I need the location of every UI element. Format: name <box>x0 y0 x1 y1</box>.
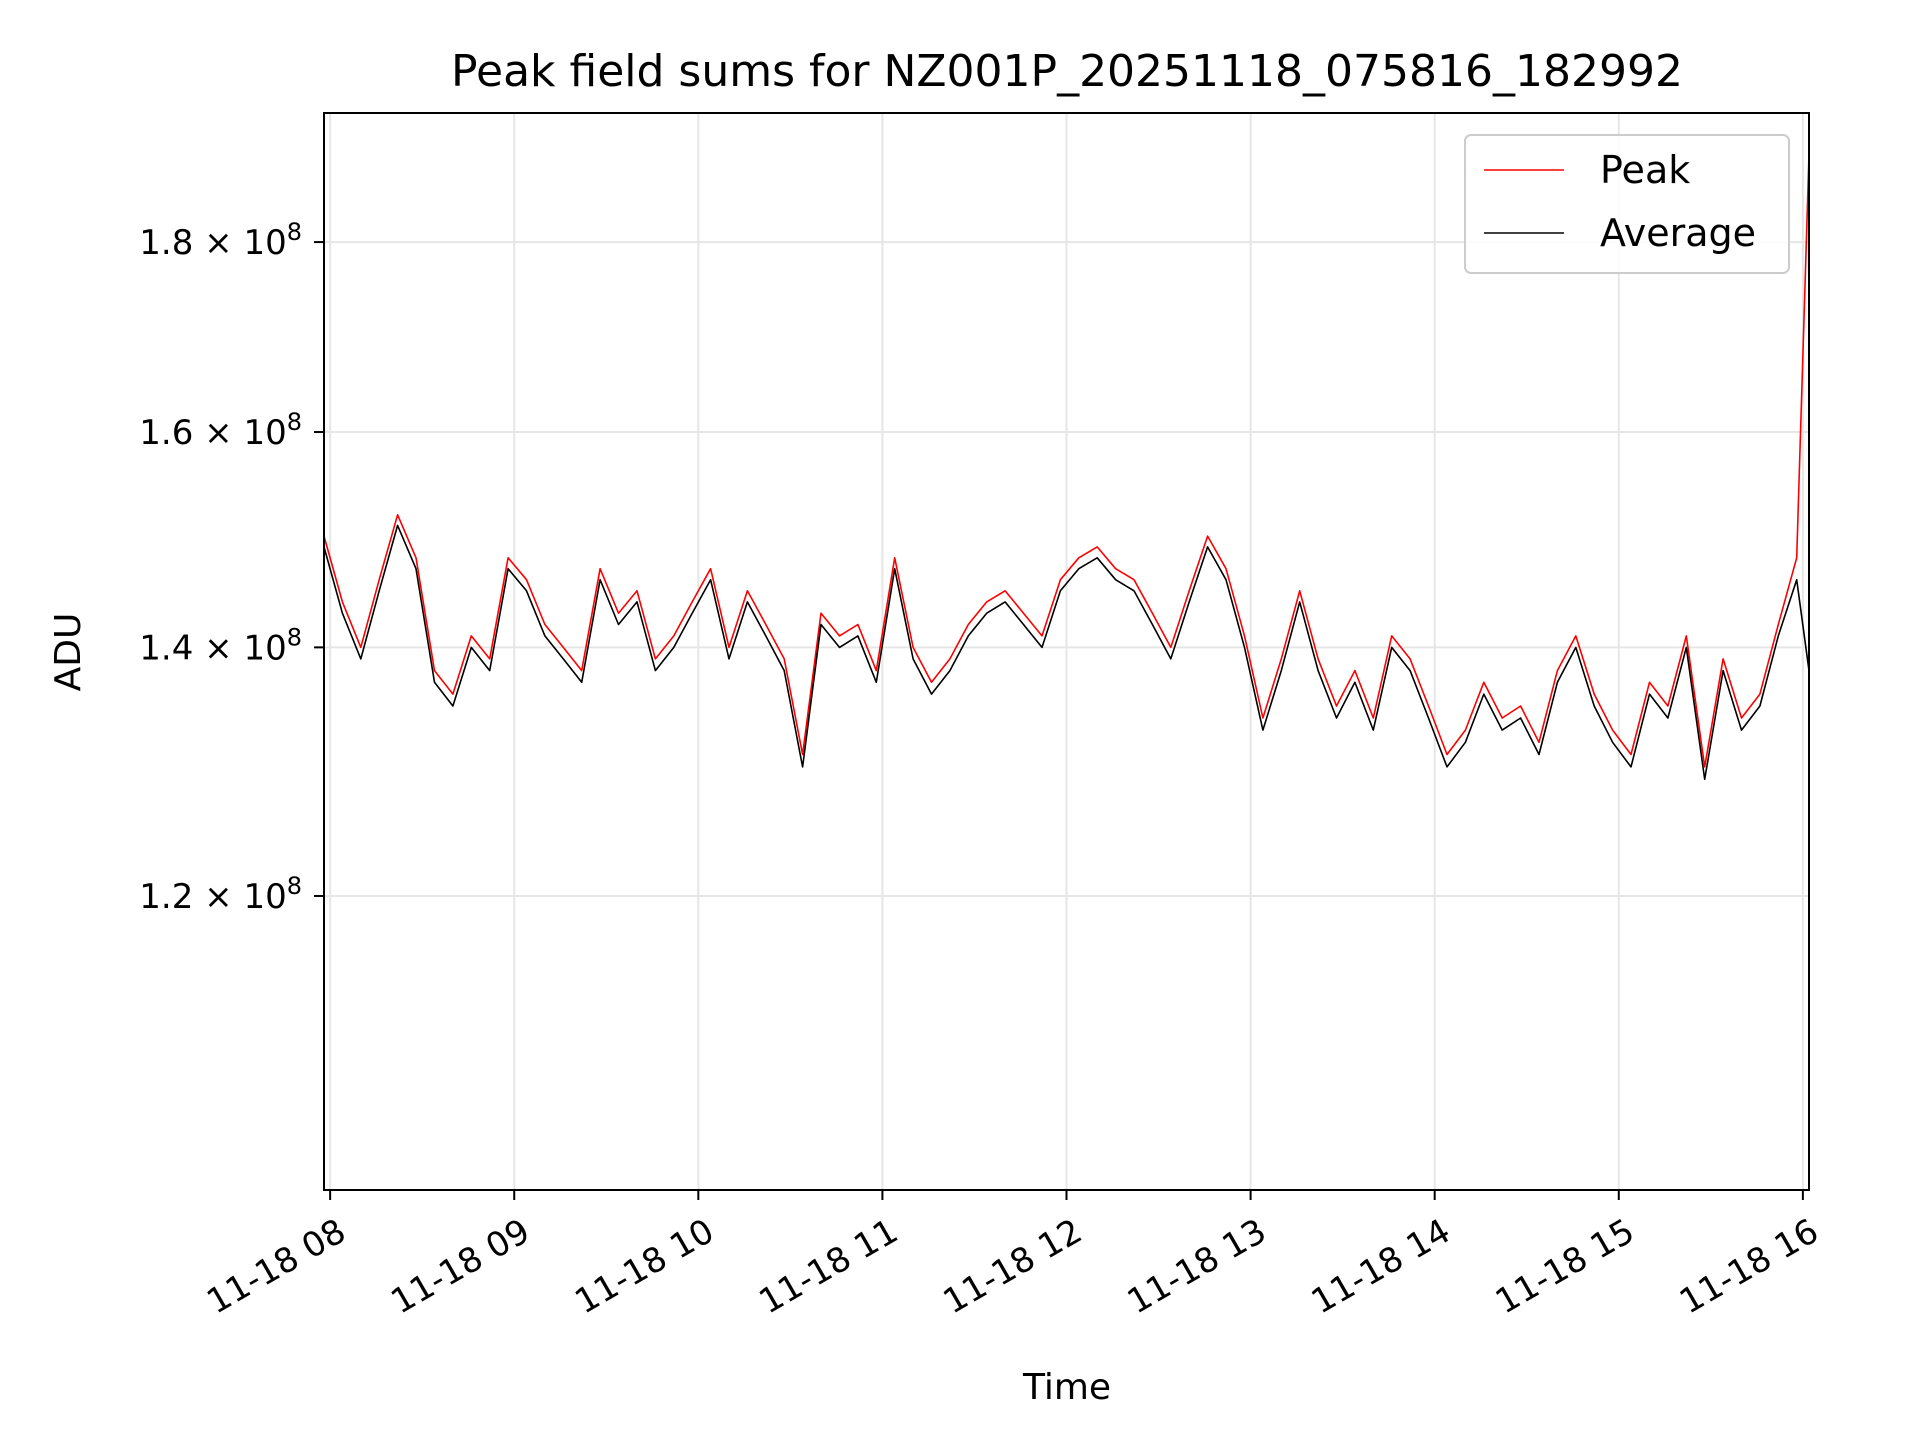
y-tick-exponent: 8 <box>287 872 302 900</box>
legend-label-peak: Peak <box>1600 148 1690 192</box>
legend-label-average: Average <box>1600 211 1756 255</box>
legend: Peak Average <box>1464 134 1790 274</box>
y-tick-exponent: 8 <box>287 218 302 246</box>
series-line-peak <box>323 154 1810 768</box>
y-tick-label: 1.2 × 108 <box>139 872 302 917</box>
y-tick-base: × 10 <box>193 877 286 917</box>
plot-lines <box>323 154 1810 781</box>
y-tick-label: 1.4 × 108 <box>139 623 302 668</box>
y-tick-exponent: 8 <box>287 623 302 651</box>
y-tick-base: × 10 <box>193 628 286 668</box>
y-tick-base: × 10 <box>193 413 286 453</box>
x-axis-title: Time <box>1022 1367 1111 1408</box>
y-tick-mantissa: 1.8 <box>139 223 193 263</box>
grid <box>324 113 1809 1190</box>
y-tick-label: 1.6 × 108 <box>139 408 302 453</box>
y-tick-mantissa: 1.4 <box>139 628 193 668</box>
y-tick-base: × 10 <box>193 223 286 263</box>
y-tick-exponent: 8 <box>287 408 302 436</box>
y-tick-mantissa: 1.2 <box>139 877 193 917</box>
y-tick-mantissa: 1.6 <box>139 413 193 453</box>
chart-title: Peak field sums for NZ001P_20251118_0758… <box>451 46 1683 97</box>
y-tick-label: 1.8 × 108 <box>139 218 302 263</box>
y-axis-title: ADU <box>48 613 89 692</box>
series-line-average <box>323 524 1810 781</box>
